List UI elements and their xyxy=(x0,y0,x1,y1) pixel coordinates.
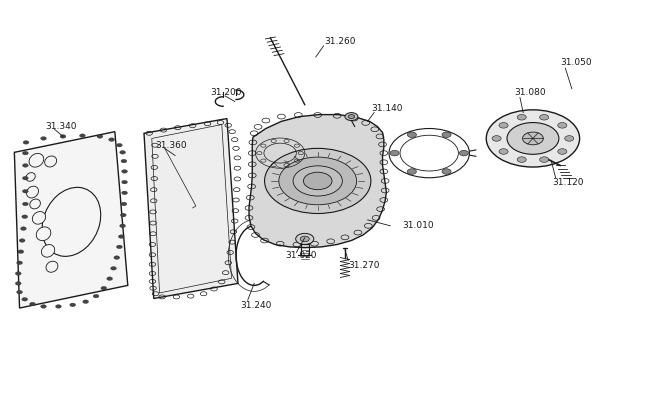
Circle shape xyxy=(300,236,309,242)
Text: 31.200: 31.200 xyxy=(210,88,242,97)
Circle shape xyxy=(114,256,120,259)
Circle shape xyxy=(408,132,417,138)
Circle shape xyxy=(279,157,357,205)
Circle shape xyxy=(21,215,27,218)
Ellipse shape xyxy=(30,199,40,209)
Ellipse shape xyxy=(42,244,55,257)
Circle shape xyxy=(460,150,469,156)
Circle shape xyxy=(523,132,544,145)
Circle shape xyxy=(120,150,126,154)
Circle shape xyxy=(564,136,574,141)
Circle shape xyxy=(122,180,128,184)
Ellipse shape xyxy=(45,156,57,167)
Circle shape xyxy=(97,135,103,138)
Circle shape xyxy=(296,233,314,244)
Ellipse shape xyxy=(26,173,35,181)
Ellipse shape xyxy=(46,261,58,272)
Ellipse shape xyxy=(27,186,38,198)
Circle shape xyxy=(23,141,29,144)
Circle shape xyxy=(303,172,332,190)
Circle shape xyxy=(345,113,358,120)
Circle shape xyxy=(29,302,35,306)
Text: 31.120: 31.120 xyxy=(553,178,584,187)
Circle shape xyxy=(264,148,371,214)
Circle shape xyxy=(83,300,89,304)
Text: 31.240: 31.240 xyxy=(240,301,271,310)
Text: 31.010: 31.010 xyxy=(402,221,434,230)
Ellipse shape xyxy=(36,227,51,241)
Circle shape xyxy=(21,298,27,301)
Circle shape xyxy=(93,294,99,298)
Ellipse shape xyxy=(33,212,46,224)
Circle shape xyxy=(121,159,127,163)
Circle shape xyxy=(517,114,526,120)
Circle shape xyxy=(442,132,451,138)
Circle shape xyxy=(16,272,21,275)
Circle shape xyxy=(517,157,526,162)
Text: 31.270: 31.270 xyxy=(348,261,380,270)
Polygon shape xyxy=(249,114,387,248)
Circle shape xyxy=(40,137,46,140)
Circle shape xyxy=(21,227,26,230)
Circle shape xyxy=(22,202,28,206)
Ellipse shape xyxy=(29,154,44,167)
Circle shape xyxy=(486,110,579,167)
Text: 31.340: 31.340 xyxy=(46,122,77,131)
Circle shape xyxy=(55,305,61,308)
Circle shape xyxy=(107,277,113,280)
Text: 31.140: 31.140 xyxy=(371,104,402,113)
Circle shape xyxy=(120,224,126,228)
Circle shape xyxy=(117,143,122,147)
Circle shape xyxy=(22,151,28,155)
Text: 31.020: 31.020 xyxy=(285,251,317,260)
Text: 31.050: 31.050 xyxy=(560,58,592,68)
Polygon shape xyxy=(14,132,128,308)
Circle shape xyxy=(540,157,549,162)
Circle shape xyxy=(558,122,567,128)
Circle shape xyxy=(507,122,559,154)
Circle shape xyxy=(111,266,117,270)
Circle shape xyxy=(40,305,46,308)
Circle shape xyxy=(22,164,28,167)
Circle shape xyxy=(558,149,567,154)
Text: 31.260: 31.260 xyxy=(324,37,355,46)
Polygon shape xyxy=(144,118,238,298)
Circle shape xyxy=(18,250,23,254)
Circle shape xyxy=(17,261,22,264)
Circle shape xyxy=(17,290,22,294)
Circle shape xyxy=(60,135,66,138)
Circle shape xyxy=(348,114,355,118)
Circle shape xyxy=(390,150,399,156)
Circle shape xyxy=(22,190,28,193)
Circle shape xyxy=(117,245,122,249)
Text: 31.360: 31.360 xyxy=(156,141,187,150)
Circle shape xyxy=(408,169,417,174)
Circle shape xyxy=(293,166,342,196)
Circle shape xyxy=(122,170,128,173)
Circle shape xyxy=(20,239,25,242)
Circle shape xyxy=(492,136,501,141)
Circle shape xyxy=(120,213,126,217)
Circle shape xyxy=(101,286,107,290)
Text: 31.080: 31.080 xyxy=(515,88,546,97)
Circle shape xyxy=(16,282,21,285)
Circle shape xyxy=(79,134,85,138)
Circle shape xyxy=(70,303,76,307)
Circle shape xyxy=(499,149,508,154)
Circle shape xyxy=(118,235,124,238)
Circle shape xyxy=(109,138,115,142)
Circle shape xyxy=(499,122,508,128)
Circle shape xyxy=(121,202,127,206)
Circle shape xyxy=(122,191,128,195)
Circle shape xyxy=(22,176,28,180)
Ellipse shape xyxy=(42,187,101,256)
Circle shape xyxy=(540,114,549,120)
Circle shape xyxy=(442,169,451,174)
